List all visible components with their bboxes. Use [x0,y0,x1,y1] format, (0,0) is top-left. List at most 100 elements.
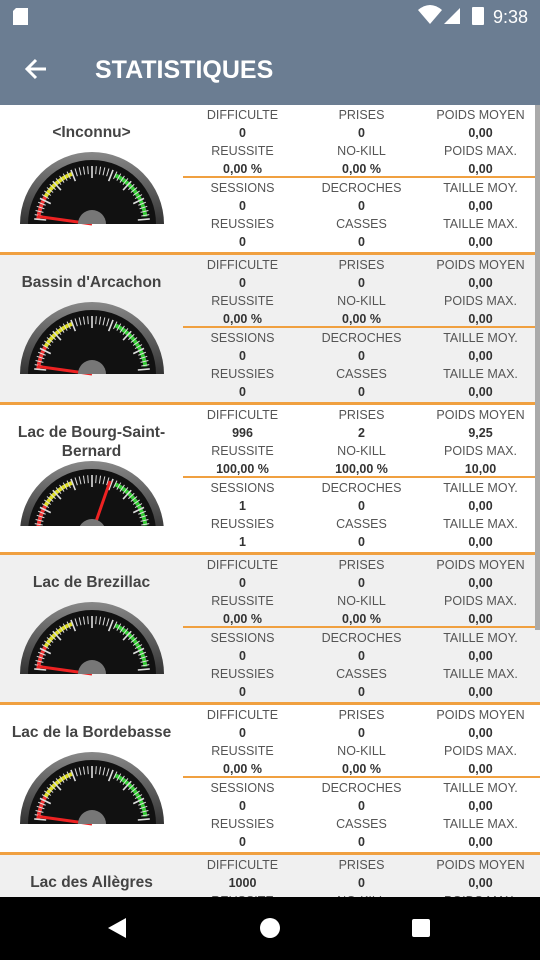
app-bar: STATISTIQUES [0,36,540,105]
stat-label: POIDS MAX. [444,294,517,308]
stat-value: 0 [239,835,246,849]
nav-bar [0,897,540,960]
stat-label: TAILLE MOY. [443,781,518,795]
stat-value: 0,00 % [342,312,381,326]
stat-value: 100,00 % [335,462,388,476]
divider [183,476,540,478]
divider [183,776,540,778]
stat-label: REUSSIES [210,217,275,231]
stat-label: POIDS MAX. [444,744,517,758]
divider [183,326,540,328]
lake-card: Lac de Bourg-Saint-Bernard DIFFICULTE 996… [0,405,540,555]
lake-card: Lac des Allègres DIFFICULTE 1000 PRISES 0 PO… [0,855,540,897]
stat-label: POIDS MOYEN [436,408,525,422]
stat-label: DECROCHES [321,331,402,345]
divider [183,626,540,628]
stat-label: REUSSITE [211,594,274,608]
lake-card: Lac de Brezillac DIFFICULTE 0 PRISES 0 POIDS… [0,555,540,705]
title: STATISTIQUES [95,56,274,84]
stat-value: 0,00 [468,162,493,176]
stat-label: POIDS MAX. [444,444,517,458]
stat-value: 0,00 % [342,612,381,626]
stat-label: POIDS MAX. [444,594,517,608]
gauge [19,302,164,376]
stat-value: 0,00 [468,235,493,249]
stat-label: TAILLE MOY. [443,331,518,345]
stat-label: SESSIONS [210,631,275,645]
stat-label: TAILLE MAX. [443,517,518,531]
stat-value: 0,00 [468,612,493,626]
back-button[interactable] [22,54,52,84]
status-bar: 9:38 [0,0,540,36]
stat-label: TAILLE MOY. [443,181,518,195]
lake-card: <Inconnu> DIFFICULTE 0 PRISES 0 POIDS MOYEN 0… [0,105,540,255]
stat-value: 0 [358,685,365,699]
stat-label: NO-KILL [337,594,386,608]
stat-label: POIDS MOYEN [436,858,525,872]
nav-recent[interactable] [412,919,430,937]
divider [183,176,540,178]
stat-value: 0,00 [468,835,493,849]
lake-summary: Lac de la Bordebasse [0,705,183,852]
nav-back[interactable] [108,918,126,938]
lake-list: <Inconnu> DIFFICULTE 0 PRISES 0 POIDS MOYEN 0… [0,105,540,897]
stat-label: DIFFICULTE [206,108,279,122]
stat-value: 0 [239,685,246,699]
stat-label: TAILLE MAX. [443,217,518,231]
stat-value: 0 [239,276,246,290]
stat-label: NO-KILL [337,294,386,308]
stat-label: PRISES [338,858,385,872]
stat-label: PRISES [338,108,385,122]
stat-label: POIDS MAX. [444,144,517,158]
stat-value: 0,00 [468,349,493,363]
stat-value: 0,00 % [342,162,381,176]
scrollbar [535,105,540,630]
stat-label: TAILLE MAX. [443,667,518,681]
lake-name: Bassin d'Arcachon [21,274,162,291]
stat-value: 0 [239,126,246,140]
stat-value: 0 [239,649,246,663]
lake-name: Lac de Brezillac [32,574,151,591]
stat-label: REUSSIES [210,367,275,381]
stat-label: DIFFICULTE [206,408,279,422]
stat-value: 0 [358,835,365,849]
stat-label: REUSSIES [210,667,275,681]
stat-value: 0 [239,385,246,399]
stat-label: PRISES [338,708,385,722]
stat-value: 1 [239,535,246,549]
gauge [19,461,164,526]
stat-label: CASSES [336,667,387,681]
stat-label: REUSSITE [211,144,274,158]
stat-label: SESSIONS [210,481,275,495]
stats-grid: DIFFICULTE 0 PRISES 0 POIDS MOYEN 0,00 REUSSIT… [183,555,540,702]
stat-label: POIDS MOYEN [436,108,525,122]
stat-value: 9,25 [468,426,493,440]
stat-label: DECROCHES [321,781,402,795]
stat-value: 0 [239,726,246,740]
gauge [19,602,164,676]
stat-value: 996 [232,426,253,440]
lake-name: Lac des Allègres [30,874,153,891]
stats-grid: DIFFICULTE 996 PRISES 2 POIDS MOYEN 9,25 REUSS… [183,405,540,552]
stat-value: 0,00 [468,385,493,399]
lake-name: <Inconnu> [52,124,131,141]
stat-label: DECROCHES [321,481,402,495]
stats-grid: DIFFICULTE 0 PRISES 0 POIDS MOYEN 0,00 REUSSIT… [183,705,540,852]
stat-label: TAILLE MAX. [443,817,518,831]
stat-value: 0,00 [468,499,493,513]
stat-label: REUSSIES [210,817,275,831]
lake-card: Lac de la Bordebasse DIFFICULTE 0 PRISES 0 P… [0,705,540,855]
stat-label: TAILLE MOY. [443,481,518,495]
stat-value: 0,00 [468,876,493,890]
stat-value: 0 [239,576,246,590]
stat-value: 0,00 [468,576,493,590]
stat-value: 0 [239,349,246,363]
stat-label: NO-KILL [337,744,386,758]
nav-home[interactable] [260,918,280,938]
gauge [19,752,164,826]
status-icons [13,5,484,25]
stat-value: 1000 [228,876,257,890]
stat-value: 0,00 [468,685,493,699]
nav-buttons [108,918,430,938]
